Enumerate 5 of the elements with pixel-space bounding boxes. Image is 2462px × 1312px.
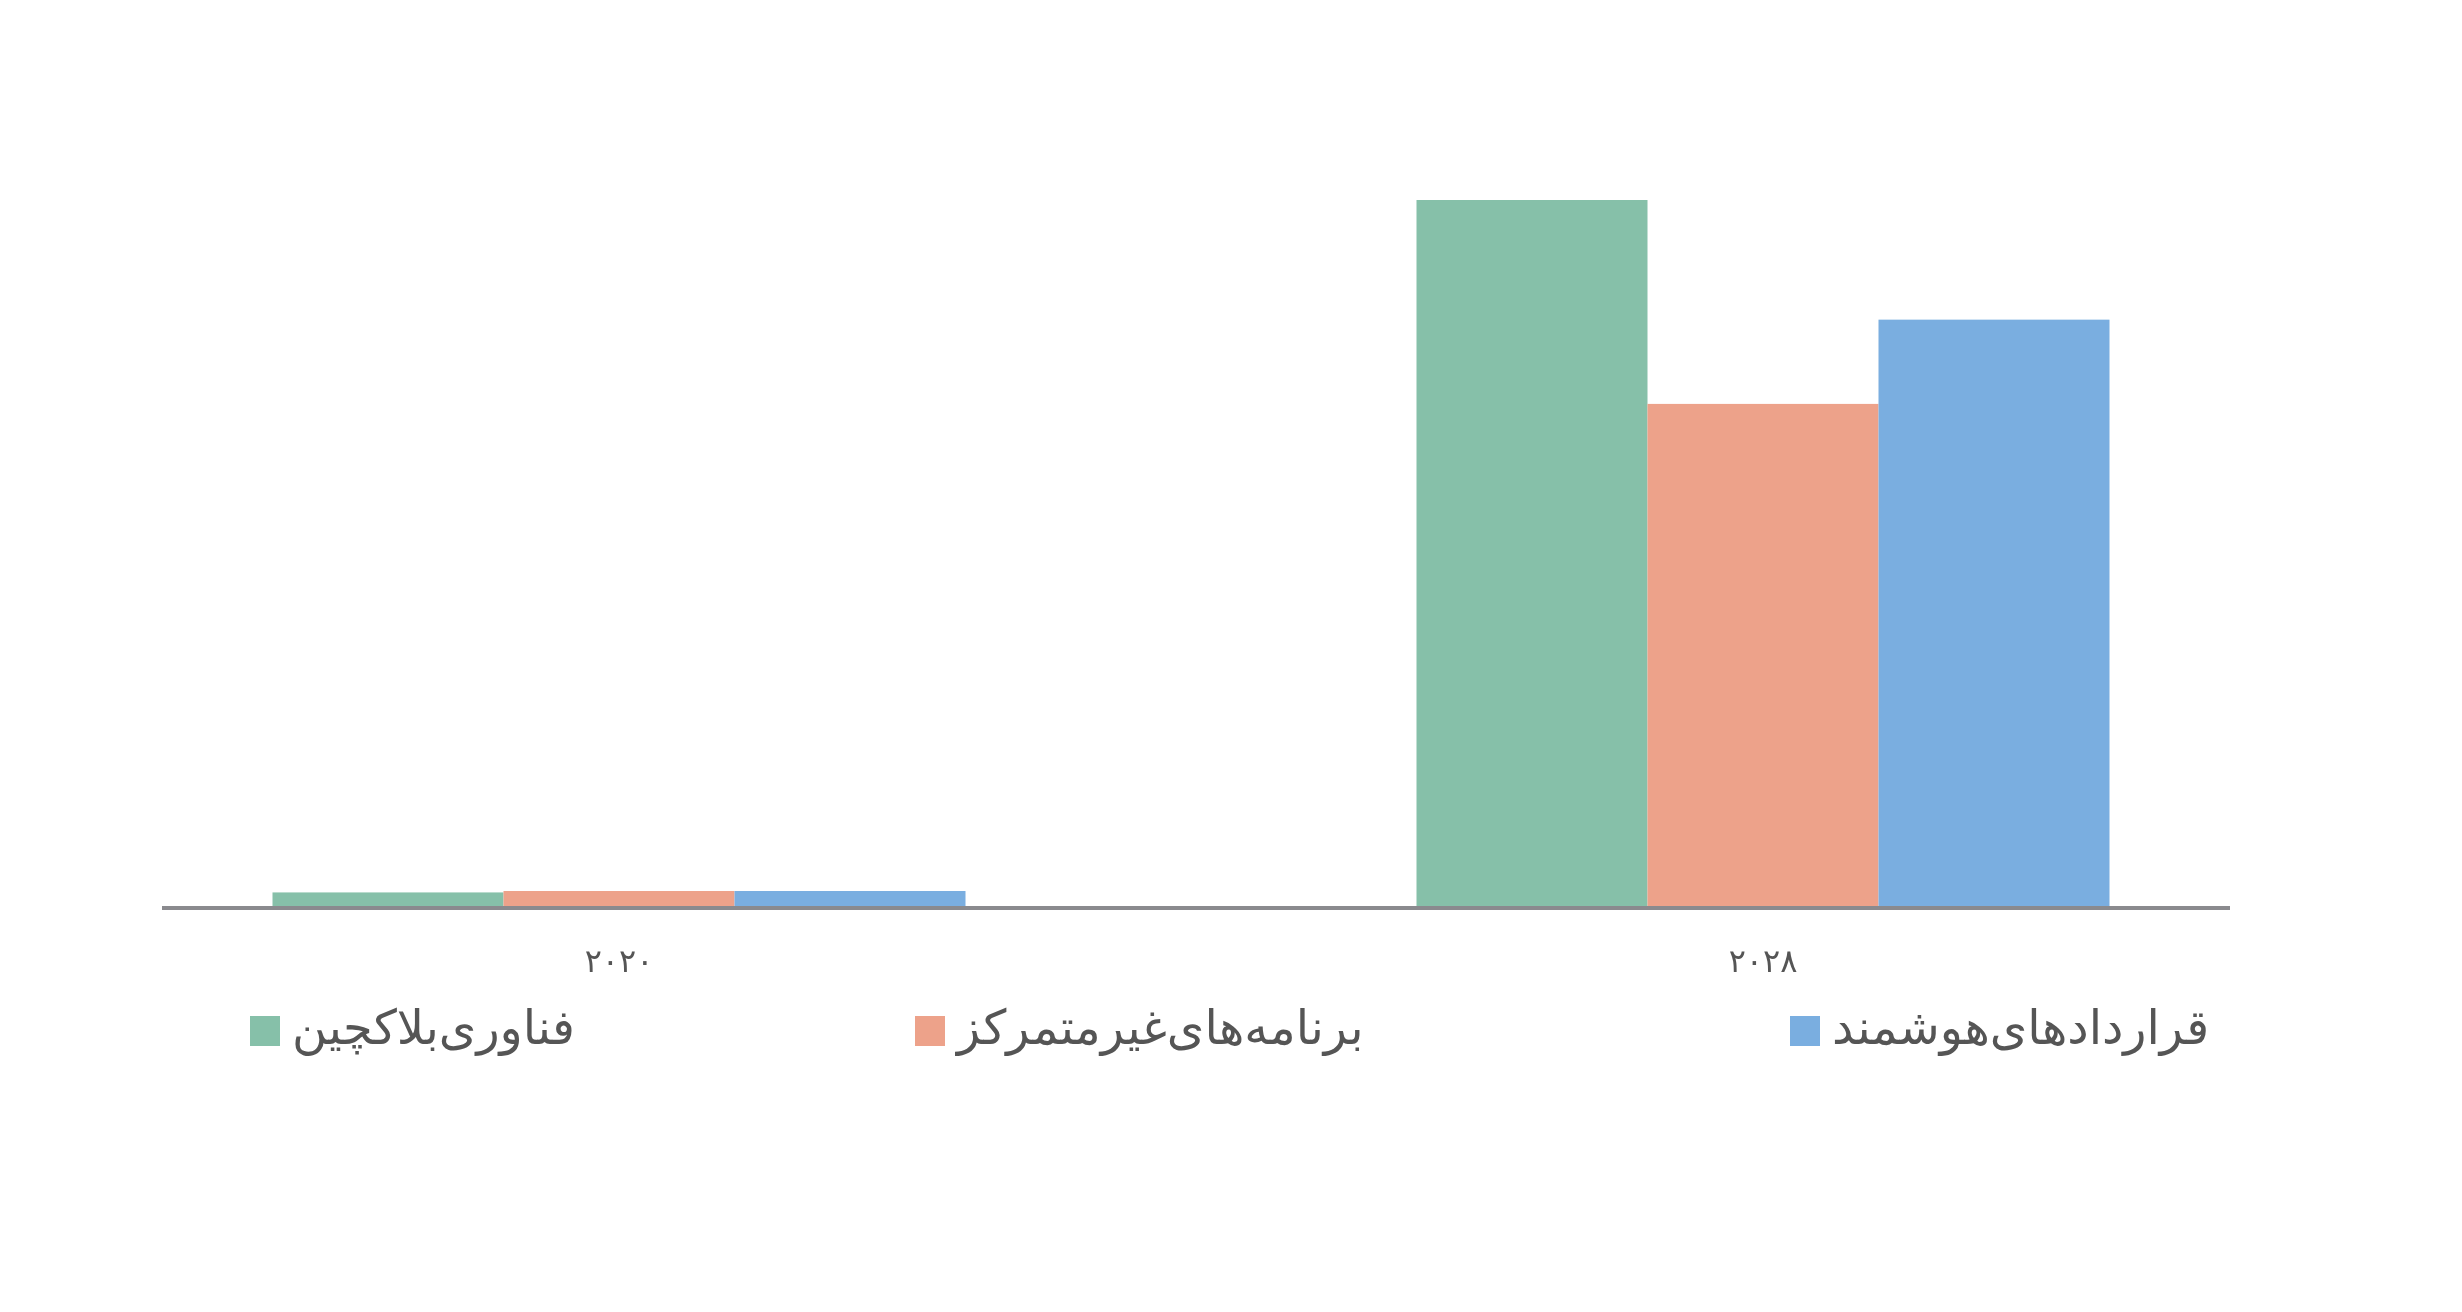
legend-label: برنامه‌های‌غیرمتمرکز — [955, 999, 1364, 1056]
legend-label: فناوری‌بلاکچین — [292, 999, 575, 1056]
x-tick-label: ۲۰۲۰ — [584, 942, 654, 980]
x-tick-label: ۲۰۲۸ — [1728, 942, 1798, 980]
legend-label: قراردادهای‌هوشمند — [1832, 999, 2210, 1056]
